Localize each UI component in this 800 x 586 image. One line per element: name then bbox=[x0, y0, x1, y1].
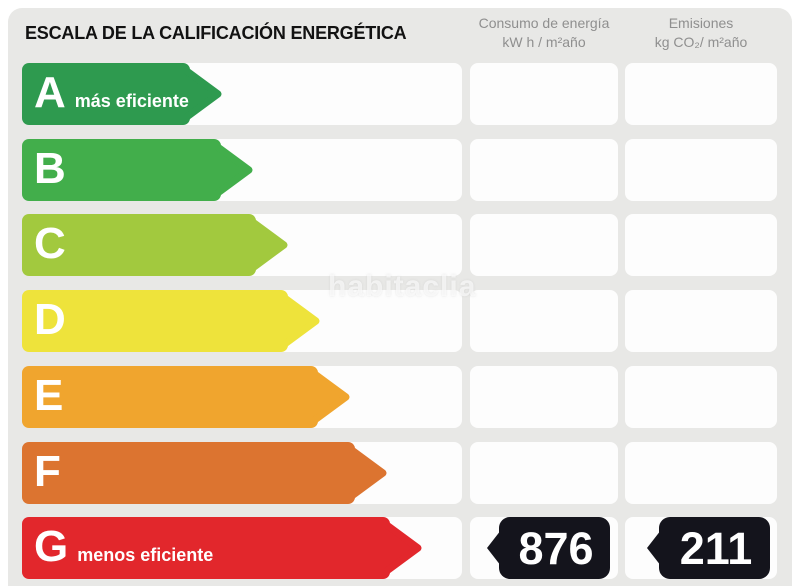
consumo-cell-e bbox=[470, 366, 618, 428]
column-header-consumo: Consumo de energía kW h / m²año bbox=[470, 14, 618, 52]
consumo-cell-b bbox=[470, 139, 618, 201]
rating-label-e: E bbox=[34, 366, 63, 428]
emisiones-cell-b bbox=[625, 139, 777, 201]
emisiones-cell-a bbox=[625, 63, 777, 125]
consumo-cell-a bbox=[470, 63, 618, 125]
rating-label-d: D bbox=[34, 290, 66, 352]
rating-letter-b: B bbox=[34, 144, 66, 193]
rating-letter-d: D bbox=[34, 295, 66, 344]
emisiones-header-line1: Emisiones bbox=[668, 15, 734, 31]
consumo-cell-f bbox=[470, 442, 618, 504]
energy-rating-card: ESCALA DE LA CALIFICACIÓN ENERGÉTICA Con… bbox=[8, 8, 792, 586]
rating-letter-c: C bbox=[34, 219, 66, 268]
rating-bar-e: E bbox=[22, 366, 350, 428]
emisiones-header-line2: kg CO₂/ m²año bbox=[654, 34, 748, 50]
rating-caption-g: menos eficiente bbox=[77, 545, 214, 565]
emisiones-cell-d bbox=[625, 290, 777, 352]
rating-bar-b: B bbox=[22, 139, 253, 201]
rating-bar-c: C bbox=[22, 214, 288, 276]
consumo-cell-d bbox=[470, 290, 618, 352]
rating-letter-f: F bbox=[34, 447, 61, 496]
consumption-value-badge: 876 bbox=[487, 517, 610, 579]
emisiones-cell-f bbox=[625, 442, 777, 504]
rating-bar-d: D bbox=[22, 290, 320, 352]
rating-caption-a: más eficiente bbox=[74, 91, 189, 111]
consumo-header-line2: kW h / m²año bbox=[502, 34, 586, 50]
svg-text:876: 876 bbox=[518, 523, 593, 574]
emissions-value-badge: 211 bbox=[647, 517, 770, 579]
page-title: ESCALA DE LA CALIFICACIÓN ENERGÉTICA bbox=[25, 23, 407, 43]
column-header-emisiones: Emisiones kg CO₂/ m²año bbox=[625, 14, 777, 52]
rating-label-b: B bbox=[34, 139, 66, 201]
svg-text:211: 211 bbox=[680, 523, 753, 574]
rating-label-f: F bbox=[34, 442, 61, 504]
rating-bar-f: F bbox=[22, 442, 387, 504]
rating-letter-e: E bbox=[34, 371, 64, 420]
emisiones-cell-c bbox=[625, 214, 777, 276]
rating-letter-a: A bbox=[34, 68, 66, 117]
emisiones-cell-e bbox=[625, 366, 777, 428]
consumo-cell-c bbox=[470, 214, 618, 276]
rating-label-c: C bbox=[34, 214, 66, 276]
rating-letter-g: G bbox=[34, 522, 69, 571]
consumo-header-line1: Consumo de energía bbox=[478, 15, 610, 31]
